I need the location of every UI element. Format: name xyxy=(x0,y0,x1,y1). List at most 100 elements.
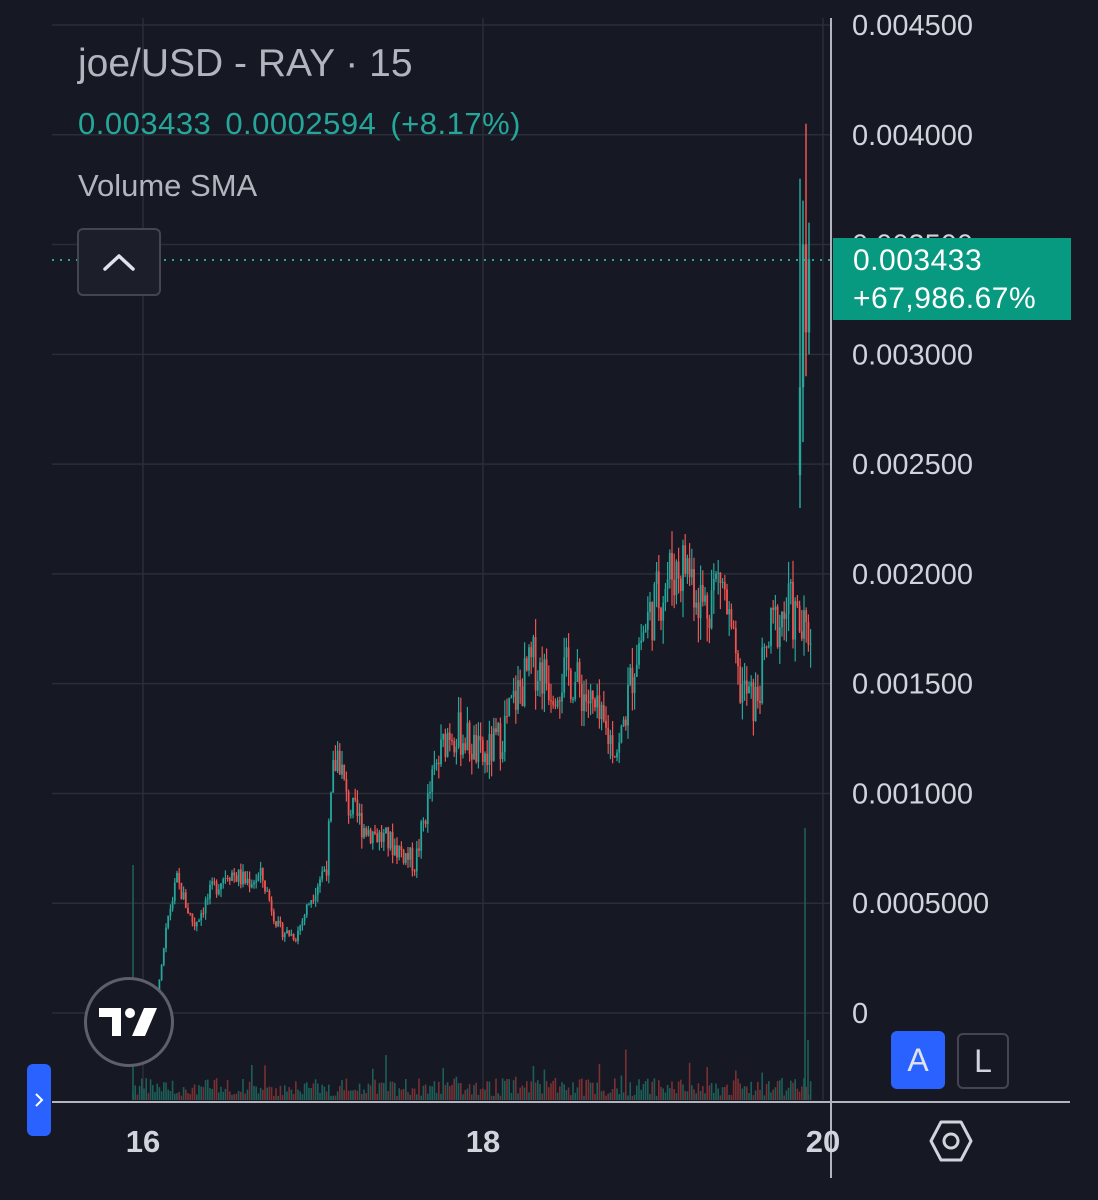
candle-body xyxy=(613,756,616,758)
volume-bar xyxy=(774,1087,777,1100)
volume-bar xyxy=(339,1085,341,1100)
auto-scale-button[interactable]: A xyxy=(891,1031,945,1089)
volume-bar xyxy=(537,1080,539,1100)
volume-bar xyxy=(680,1079,682,1100)
candle-body xyxy=(514,690,517,710)
candle-body xyxy=(279,920,282,924)
candle-body xyxy=(451,739,453,742)
candle-body xyxy=(611,735,614,757)
volume-bar xyxy=(772,1089,774,1100)
symbol-title[interactable]: joe/USD - RAY · 15 xyxy=(78,42,413,85)
log-scale-button[interactable]: L xyxy=(957,1033,1009,1089)
volume-bar xyxy=(398,1088,400,1100)
candle-body xyxy=(330,792,332,822)
candle-body xyxy=(332,760,335,793)
volume-bar xyxy=(730,1094,733,1100)
candle-body xyxy=(393,845,396,856)
candle-body xyxy=(468,722,471,755)
candle-body xyxy=(545,659,548,684)
volume-bar xyxy=(664,1092,667,1100)
volume-bar xyxy=(226,1079,229,1100)
price-axis[interactable]: 0.0045000.0040000.0035000.0030000.002500… xyxy=(852,10,989,1030)
volume-bar xyxy=(761,1072,763,1100)
candle-body xyxy=(213,881,216,883)
candle-body xyxy=(602,704,605,721)
candle-body xyxy=(437,762,440,765)
candle-body xyxy=(721,581,724,584)
volume-bar xyxy=(512,1080,515,1100)
volume-bar xyxy=(719,1095,722,1100)
candle-body xyxy=(446,732,449,757)
candle-body xyxy=(338,750,341,775)
candle-body xyxy=(248,878,251,888)
candle-body xyxy=(631,667,634,694)
volume-bar xyxy=(783,1095,785,1100)
candle-body xyxy=(204,899,207,914)
volume-bar xyxy=(704,1093,706,1100)
collapse-legend-button[interactable] xyxy=(77,228,161,296)
candle-body xyxy=(250,884,253,888)
indicator-label[interactable]: Volume SMA xyxy=(78,168,258,203)
candle-body xyxy=(209,884,211,899)
candle-body xyxy=(312,900,315,902)
candle-body xyxy=(519,680,522,687)
candle-body xyxy=(805,610,808,623)
volume-bar xyxy=(156,1083,158,1100)
candle-body xyxy=(270,900,273,912)
volume-bar xyxy=(754,1090,757,1100)
volume-bar xyxy=(281,1094,284,1100)
volume-bar xyxy=(739,1083,741,1100)
candle-body xyxy=(512,690,515,697)
volume-bar xyxy=(319,1092,321,1100)
volume-bar xyxy=(444,1084,447,1100)
time-axis[interactable]: 16 18 20 xyxy=(126,1124,840,1159)
candle-body xyxy=(195,921,198,927)
volume-bar xyxy=(134,1085,136,1100)
candle-body xyxy=(336,750,339,772)
candle-body xyxy=(499,723,502,760)
candle-body xyxy=(785,613,788,619)
volume-bar xyxy=(222,1091,224,1100)
candlestick-series xyxy=(132,123,812,1010)
candle-body xyxy=(737,653,739,667)
volume-bar xyxy=(660,1086,662,1100)
tradingview-logo-icon[interactable] xyxy=(84,977,174,1067)
candle-body xyxy=(662,602,665,621)
volume-bar xyxy=(446,1082,449,1100)
candle-body xyxy=(666,579,669,589)
volume-bar xyxy=(449,1086,451,1100)
candle-body xyxy=(506,716,508,718)
volume-bar xyxy=(215,1078,218,1100)
candle-body xyxy=(616,752,618,758)
volume-bar xyxy=(176,1093,178,1100)
volume-bar xyxy=(515,1076,517,1100)
volume-bar xyxy=(178,1091,180,1100)
volume-bar xyxy=(229,1091,231,1100)
volume-bar xyxy=(341,1080,343,1100)
candle-body xyxy=(385,827,387,834)
volume-bar xyxy=(794,1079,796,1100)
volume-bar xyxy=(655,1095,658,1100)
candle-body xyxy=(807,259,811,333)
volume-bar xyxy=(141,1078,143,1100)
candle-body xyxy=(398,846,401,858)
candle-body xyxy=(224,877,227,879)
candle-body xyxy=(239,869,242,885)
volume-bar xyxy=(275,1088,277,1100)
candle-body xyxy=(200,913,203,921)
candle-body xyxy=(734,628,737,654)
volume-bar xyxy=(770,1092,772,1100)
volume-bar xyxy=(383,1082,385,1100)
candle-body xyxy=(772,607,775,610)
candle-body xyxy=(215,882,218,895)
price-tick-label: 0.002000 xyxy=(852,559,973,591)
chevron-right-icon[interactable] xyxy=(27,1064,51,1136)
volume-bar xyxy=(693,1089,695,1100)
candle-body xyxy=(268,890,271,901)
volume-bar xyxy=(666,1084,669,1100)
settings-glyph xyxy=(929,1120,973,1162)
settings-hexagon-icon[interactable] xyxy=(928,1118,974,1164)
volume-bar xyxy=(299,1091,301,1100)
volume-bar xyxy=(578,1079,581,1100)
